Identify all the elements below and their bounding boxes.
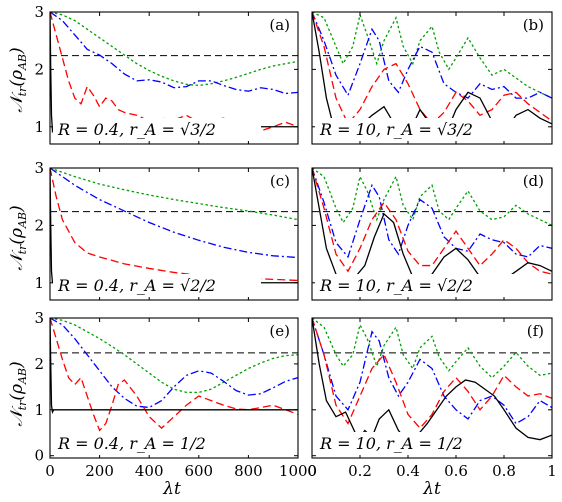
x-tick-label: 0.4: [396, 462, 420, 480]
x-tick-label: 1000: [279, 462, 317, 480]
series-red-dashed: [312, 318, 552, 430]
panel-frame: [49, 167, 299, 301]
panel-b: (b) R = 10, r_A = √3/2: [311, 11, 553, 145]
series-blue-dashdot: [50, 168, 298, 259]
series-black-solid: [50, 318, 298, 415]
series-blue-dashdot: [312, 168, 552, 259]
y-axis-label: 𝒩tr(ρAB): [7, 361, 29, 426]
x-tick-label: 400: [135, 462, 164, 480]
series-green-dotted: [312, 12, 552, 99]
panel-frame: [311, 11, 553, 145]
x-tick-label: 0: [45, 462, 55, 480]
x-tick-label: 0.6: [444, 462, 468, 480]
x-tick-label: 1: [547, 462, 557, 480]
x-tick-label: 0.2: [348, 462, 372, 480]
panel-d: (d) R = 10, r_A = √2/2: [311, 167, 553, 301]
panel-annotation: R = 0.4, r_A = 1/2: [57, 434, 206, 453]
panel-annotation: R = 0.4, r_A = √2/2: [57, 276, 216, 295]
y-tick-label: 3: [34, 309, 44, 327]
panel-label: (f): [527, 322, 544, 340]
series-blue-dashdot: [312, 318, 552, 425]
panel-annotation: R = 10, r_A = √2/2: [319, 276, 473, 295]
panel-annotation: R = 0.4, r_A = √3/2: [57, 120, 216, 139]
y-tick-label: 2: [34, 60, 44, 78]
y-tick-label: 3: [34, 3, 44, 21]
y-tick-label: 1: [34, 274, 44, 292]
y-tick-label: 2: [34, 216, 44, 234]
panel-label: (c): [270, 172, 290, 190]
y-tick-label: 2: [34, 355, 44, 373]
y-tick-label: 3: [34, 159, 44, 177]
series-blue-dashdot: [50, 12, 298, 95]
y-axis-label: 𝒩tr(ρAB): [7, 47, 29, 112]
series-green-dotted: [312, 318, 552, 379]
x-tick-label: 0: [307, 462, 317, 480]
y-axis-label: 𝒩tr(ρAB): [7, 205, 29, 270]
x-tick-label: 800: [234, 462, 263, 480]
panel-annotation: R = 10, r_A = 1/2: [319, 434, 463, 453]
panel-label: (d): [523, 172, 544, 190]
y-tick-label: 1: [34, 118, 44, 136]
series-blue-dashdot: [50, 318, 298, 409]
series-green-dotted: [50, 168, 298, 221]
x-tick-label: 0.8: [492, 462, 516, 480]
panel-frame: [49, 317, 299, 459]
x-axis-label: λt: [162, 479, 181, 499]
panel-a: 1 2 3 (a) R = 0.4, r_A = √3/2: [34, 3, 299, 145]
series-green-dotted: [312, 168, 552, 226]
panel-frame: [49, 11, 299, 145]
panel-label: (a): [269, 16, 290, 34]
panel-frame: [311, 317, 553, 459]
y-tick-label: 0: [34, 447, 44, 465]
x-tick-label: 600: [184, 462, 213, 480]
x-axis-label: λt: [422, 479, 441, 499]
panel-annotation: R = 10, r_A = √3/2: [319, 120, 473, 139]
panel-label: (e): [269, 322, 290, 340]
y-tick-label: 1: [34, 401, 44, 419]
series-blue-dashdot: [312, 12, 552, 99]
panel-f: 0 0.2 0.4 0.6 0.8 1 (f) R = 10, r_A = 1/2: [307, 317, 557, 480]
x-tick-label: 200: [85, 462, 114, 480]
panel-label: (b): [523, 16, 544, 34]
panel-c: 1 2 3 (c) R = 0.4, r_A = √2/2: [34, 159, 299, 301]
panel-frame: [311, 167, 553, 301]
series-green-dotted: [50, 12, 298, 87]
series-red-dashed: [312, 168, 552, 275]
